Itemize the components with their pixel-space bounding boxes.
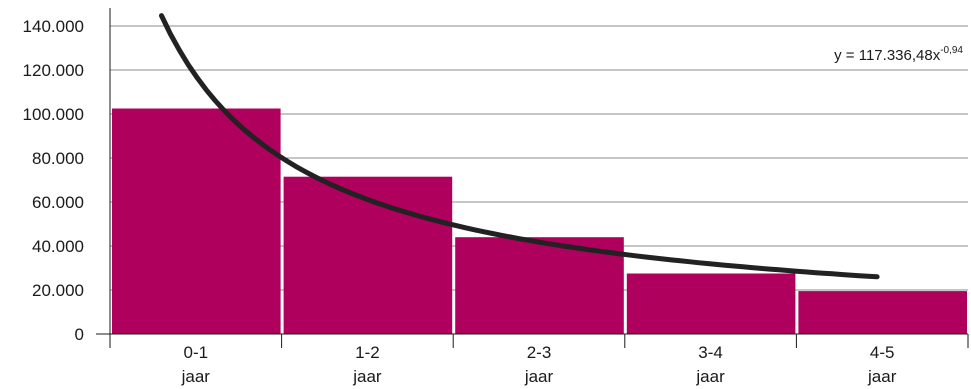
x-category-label-line1: 3-4: [698, 343, 723, 362]
axes: [96, 8, 969, 348]
y-tick-label: 80.000: [32, 149, 84, 168]
x-category-label-line1: 4-5: [870, 343, 895, 362]
bar: [626, 273, 796, 334]
bar: [798, 291, 967, 334]
y-axis-tick-labels: 0 20.000 40.000 60.000 80.000 100.000 120.000 1…: [23, 17, 84, 344]
trendline-equation-base: y = 117.336,48x: [834, 47, 941, 64]
y-tick-label: 100.000: [23, 105, 84, 124]
y-tick-label: 20.000: [32, 281, 84, 300]
bar: [455, 237, 624, 334]
trendline-equation: y = 117.336,48x-0,94: [834, 45, 963, 64]
trendline-curve: [159, 13, 880, 280]
bar: [112, 108, 281, 334]
trendline-equation-exponent: -0,94: [940, 45, 963, 56]
x-category-label-line2: jaar: [352, 367, 382, 386]
y-tick-label: 120.000: [23, 61, 84, 80]
x-category-label-line1: 0-1: [184, 343, 209, 362]
x-category-label-line1: 1-2: [355, 343, 380, 362]
x-category-label-line2: jaar: [867, 367, 897, 386]
x-category-label-line2: jaar: [524, 367, 554, 386]
bars: [112, 108, 967, 334]
y-tick-label: 40.000: [32, 237, 84, 256]
bar: [283, 176, 453, 334]
y-tick-label: 0: [75, 325, 84, 344]
y-tick-label: 140.000: [23, 17, 84, 36]
x-category-label-line2: jaar: [695, 367, 725, 386]
y-tick-label: 60.000: [32, 193, 84, 212]
x-category-label-line1: 2-3: [527, 343, 552, 362]
x-axis-category-labels: 0-1 jaar 1-2 jaar 2-3 jaar 3-4 jaar 4-5 jaar: [181, 343, 897, 386]
x-category-label-line2: jaar: [181, 367, 211, 386]
trendline: [159, 13, 880, 280]
